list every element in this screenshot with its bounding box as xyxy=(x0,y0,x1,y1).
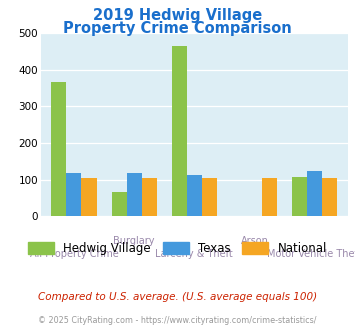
Bar xyxy=(307,171,322,216)
Bar xyxy=(262,179,277,216)
Text: All Property Crime: All Property Crime xyxy=(29,249,118,259)
Text: Compared to U.S. average. (U.S. average equals 100): Compared to U.S. average. (U.S. average … xyxy=(38,292,317,302)
Bar xyxy=(127,173,142,216)
Legend: Hedwig Village, Texas, National: Hedwig Village, Texas, National xyxy=(23,237,332,260)
Bar xyxy=(322,179,337,216)
Text: Larceny & Theft: Larceny & Theft xyxy=(155,249,233,259)
Text: Property Crime Comparison: Property Crime Comparison xyxy=(63,21,292,36)
Bar xyxy=(81,179,97,216)
Bar xyxy=(172,46,187,216)
Text: Motor Vehicle Theft: Motor Vehicle Theft xyxy=(267,249,355,259)
Bar xyxy=(51,82,66,216)
Bar xyxy=(202,179,217,216)
Text: © 2025 CityRating.com - https://www.cityrating.com/crime-statistics/: © 2025 CityRating.com - https://www.city… xyxy=(38,316,317,325)
Text: 2019 Hedwig Village: 2019 Hedwig Village xyxy=(93,8,262,23)
Text: Arson: Arson xyxy=(241,236,268,246)
Bar xyxy=(187,175,202,216)
Bar xyxy=(66,173,81,216)
Bar xyxy=(142,179,157,216)
Bar xyxy=(111,192,127,216)
Bar xyxy=(292,177,307,216)
Text: Burglary: Burglary xyxy=(113,236,155,246)
